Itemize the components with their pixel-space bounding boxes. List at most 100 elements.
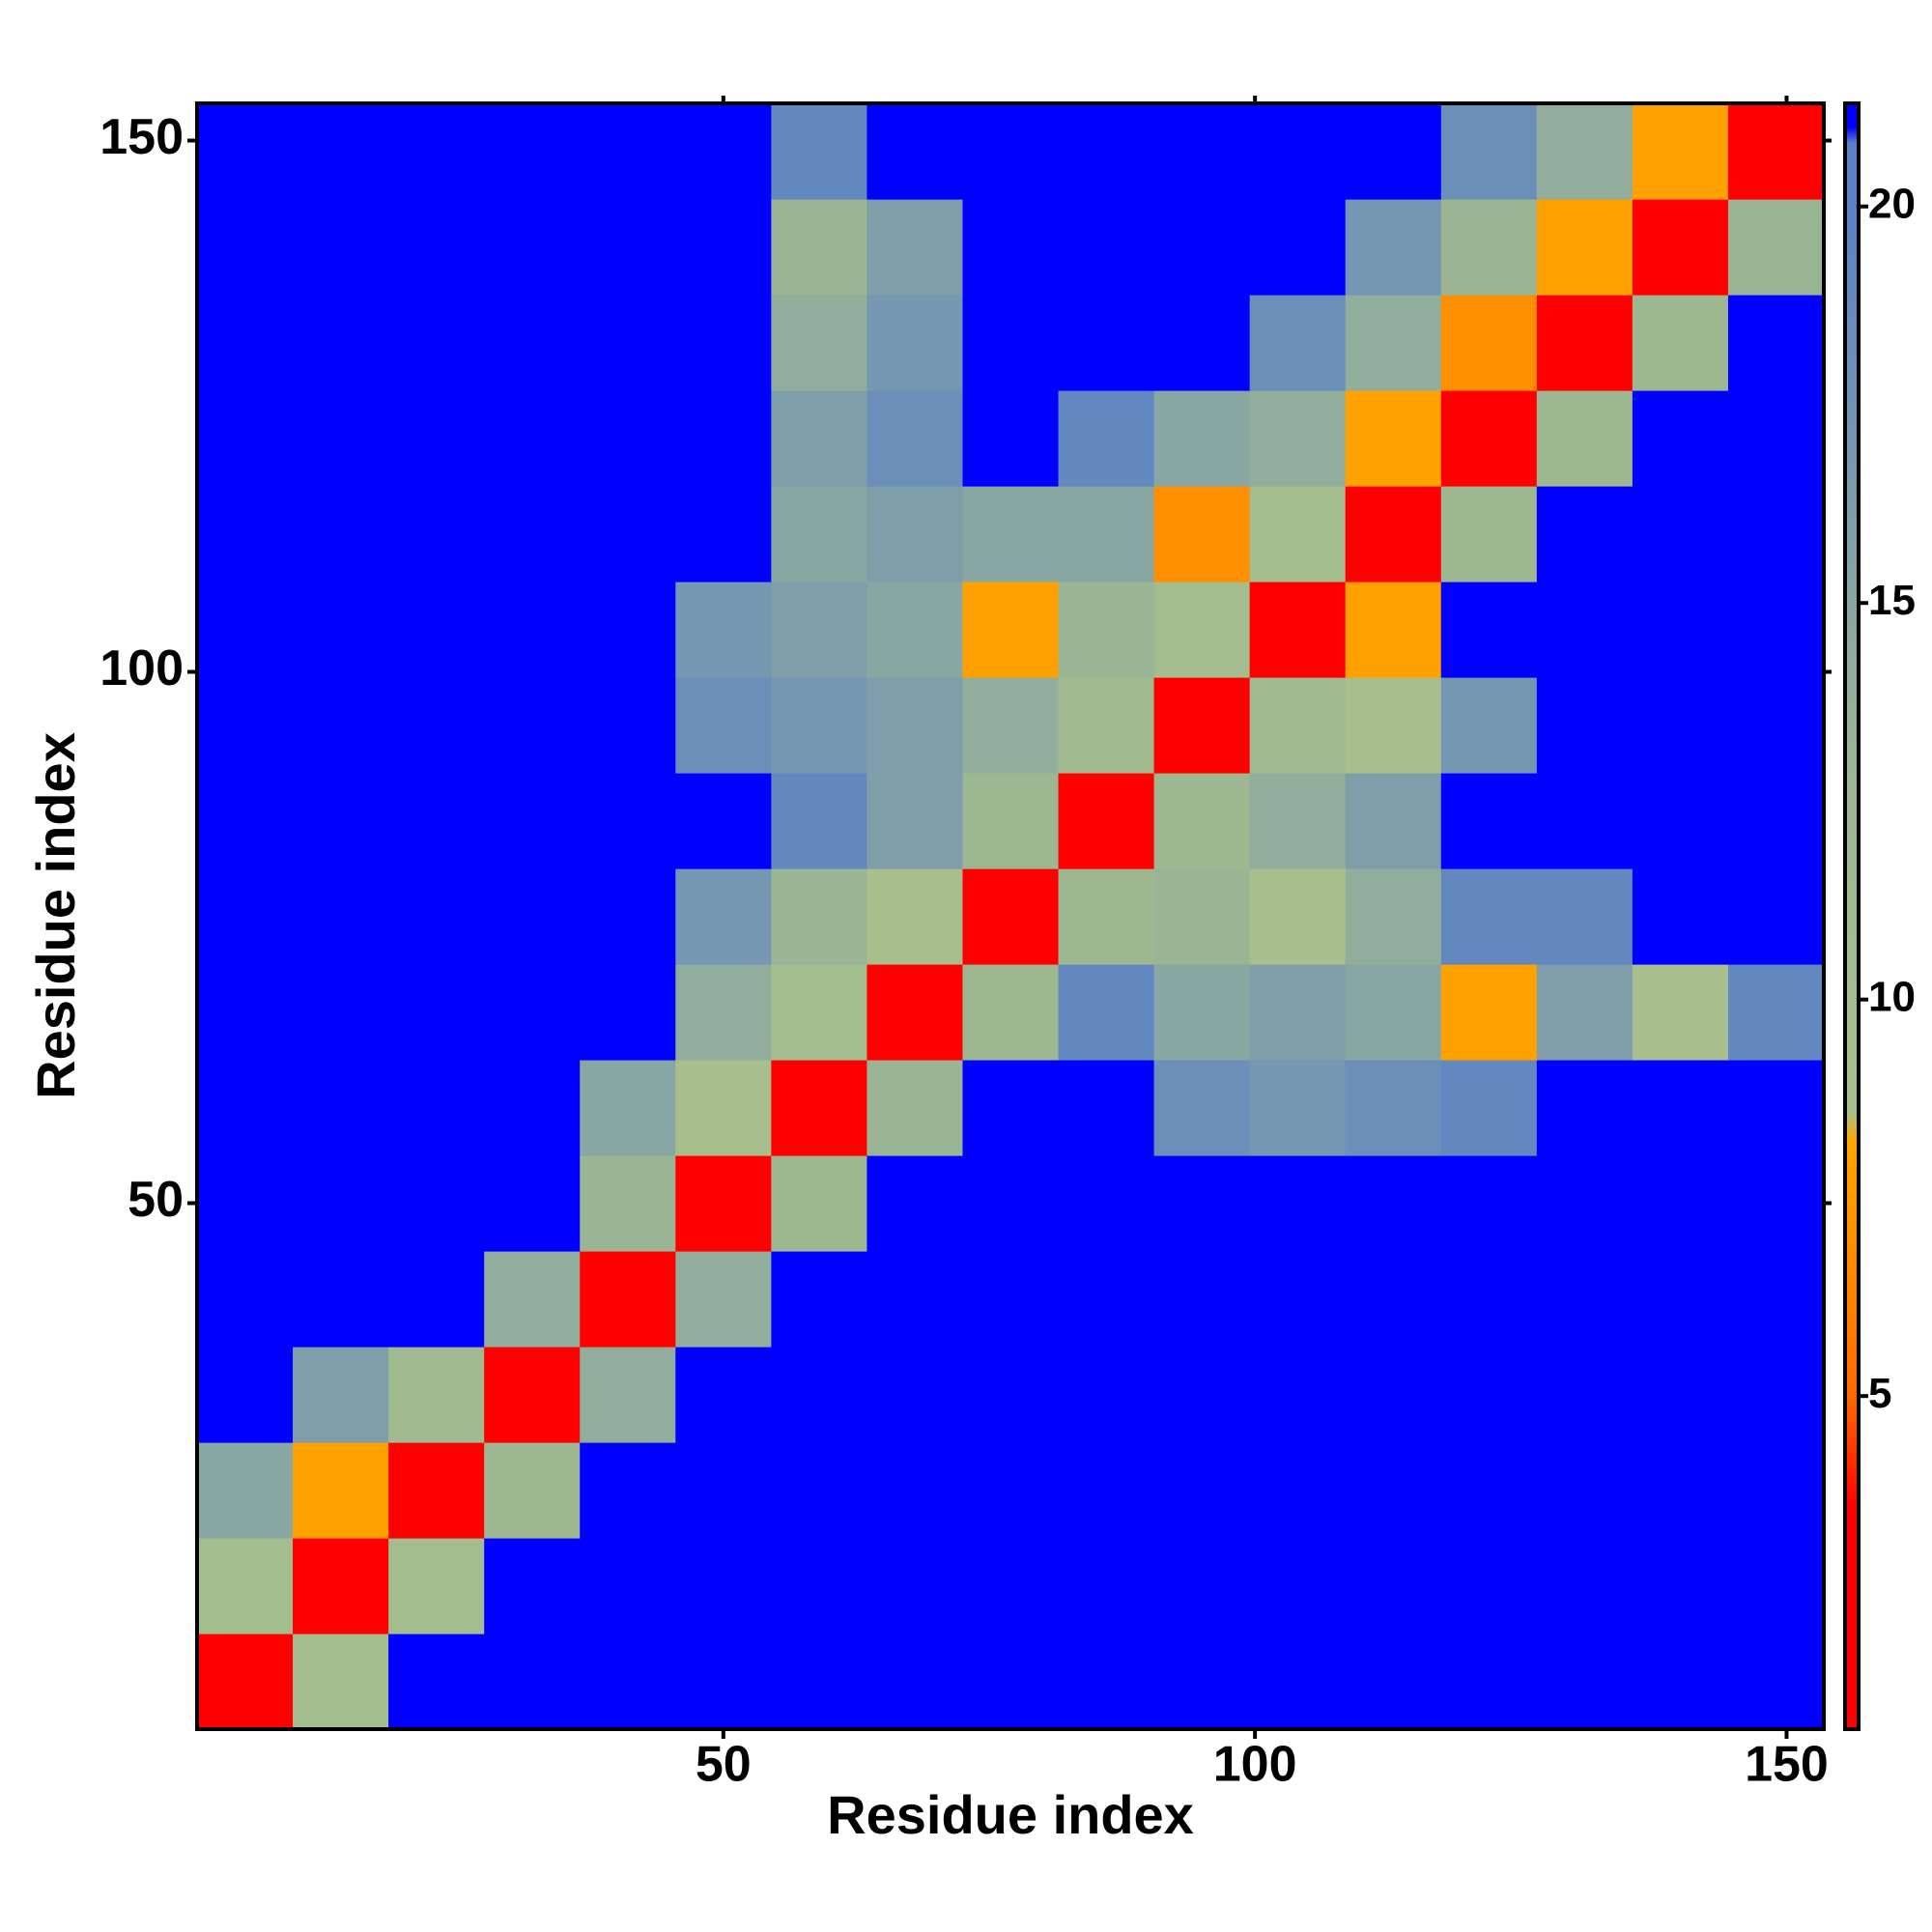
heatmap-cell [867, 582, 964, 678]
heatmap-cell [962, 199, 1060, 296]
heatmap-cell [1727, 582, 1825, 678]
heatmap-cell [197, 582, 294, 678]
heatmap-cell [1249, 582, 1347, 678]
heatmap-cell [197, 964, 294, 1061]
heatmap-cell [1632, 868, 1729, 965]
heatmap-cell [1632, 199, 1729, 296]
heatmap-cell [1536, 1442, 1634, 1539]
heatmap-cell [771, 1251, 868, 1348]
heatmap-cell [580, 677, 676, 774]
heatmap-cell [293, 486, 389, 582]
heatmap-cell [1249, 1060, 1347, 1156]
heatmap-cell [1249, 199, 1347, 296]
heatmap-cell [1536, 295, 1634, 391]
heatmap-cell [580, 486, 676, 582]
y-tick-label: 50 [128, 1172, 184, 1228]
heatmap-cell [1727, 1442, 1825, 1539]
heatmap-cell [1632, 582, 1729, 678]
heatmap-cell [675, 103, 772, 200]
heatmap-cell [1440, 486, 1538, 582]
heatmap-cell [484, 1347, 581, 1443]
heatmap-cell [388, 964, 485, 1061]
heatmap-cell [1440, 677, 1538, 774]
x-axis-label: Residue index [827, 1784, 1194, 1845]
heatmap-cell [388, 486, 485, 582]
heatmap-cell [1058, 1538, 1155, 1634]
heatmap-cell [293, 295, 389, 391]
heatmap-cell [293, 677, 389, 774]
heatmap-cell [771, 1442, 868, 1539]
heatmap-cell [388, 295, 485, 391]
heatmap-cell [1727, 1251, 1825, 1348]
heatmap-cell [1345, 868, 1442, 965]
heatmap-cell [484, 1060, 581, 1156]
heatmap-cell [1727, 390, 1825, 487]
heatmap-cell [1249, 1347, 1347, 1443]
heatmap-cell [388, 1347, 485, 1443]
heatmap-cell [1727, 1538, 1825, 1634]
heatmap-cell [197, 1251, 294, 1348]
x-tick-label: 150 [1745, 1737, 1829, 1793]
heatmap-cell [1632, 677, 1729, 774]
heatmap-cell [867, 486, 964, 582]
heatmap-cell [1249, 1155, 1347, 1252]
heatmap-cell [1345, 773, 1442, 869]
heatmap-cell [1632, 1060, 1729, 1156]
heatmap-cell [1153, 486, 1251, 582]
heatmap-cell [1345, 1251, 1442, 1348]
heatmap-cell [1536, 103, 1634, 200]
heatmap-cell [962, 103, 1060, 200]
heatmap-cell [293, 1155, 389, 1252]
heatmap-cell [388, 1060, 485, 1156]
heatmap-cell [1536, 868, 1634, 965]
heatmap-cell [1440, 103, 1538, 200]
heatmap-cell [1153, 1538, 1251, 1634]
heatmap-cell [867, 1251, 964, 1348]
heatmap-cell [1153, 868, 1251, 965]
heatmap-cell [1058, 486, 1155, 582]
heatmap-cell [962, 486, 1060, 582]
heatmap-cell [1440, 868, 1538, 965]
heatmap-cell [388, 1634, 485, 1730]
heatmap-cell [962, 1155, 1060, 1252]
heatmap-cell [388, 677, 485, 774]
heatmap-cell [962, 1060, 1060, 1156]
heatmap-cell [197, 1442, 294, 1539]
heatmap-cell [771, 773, 868, 869]
heatmap-cell [580, 199, 676, 296]
heatmap-cell [388, 868, 485, 965]
heatmap-cell [1440, 1347, 1538, 1443]
heatmap-cell [1249, 868, 1347, 965]
heatmap-cell [1153, 1155, 1251, 1252]
heatmap-cell [1536, 964, 1634, 1061]
heatmap-cell [675, 1538, 772, 1634]
heatmap-cell [1632, 773, 1729, 869]
heatmap-cell [1058, 677, 1155, 774]
heatmap-cell [1153, 1060, 1251, 1156]
heatmap-cell [867, 390, 964, 487]
heatmap-cell [771, 1155, 868, 1252]
heatmap-cell [771, 677, 868, 774]
heatmap-cell [1153, 295, 1251, 391]
heatmap-cell [1345, 1538, 1442, 1634]
heatmap-cell [771, 103, 868, 200]
heatmap-cell [1727, 1155, 1825, 1252]
heatmap-cell [771, 1347, 868, 1443]
heatmap-cell [771, 199, 868, 296]
heatmap-cell [1058, 1251, 1155, 1348]
heatmap-cell [388, 1251, 485, 1348]
heatmap-cell [1058, 868, 1155, 965]
heatmap-cell [867, 1634, 964, 1730]
heatmap-cell [1345, 390, 1442, 487]
heatmap-cell [388, 1155, 485, 1252]
heatmap-cell [675, 773, 772, 869]
heatmap-cell [1345, 486, 1442, 582]
heatmap-cell [1632, 1538, 1729, 1634]
heatmap-cell [771, 486, 868, 582]
heatmap-cell [1249, 1251, 1347, 1348]
heatmap-cell [293, 773, 389, 869]
colorbar-tick-label: 20 [1868, 180, 1916, 227]
heatmap-cell [197, 1634, 294, 1730]
heatmap-cell [867, 1347, 964, 1443]
heatmap-cell [1536, 390, 1634, 487]
